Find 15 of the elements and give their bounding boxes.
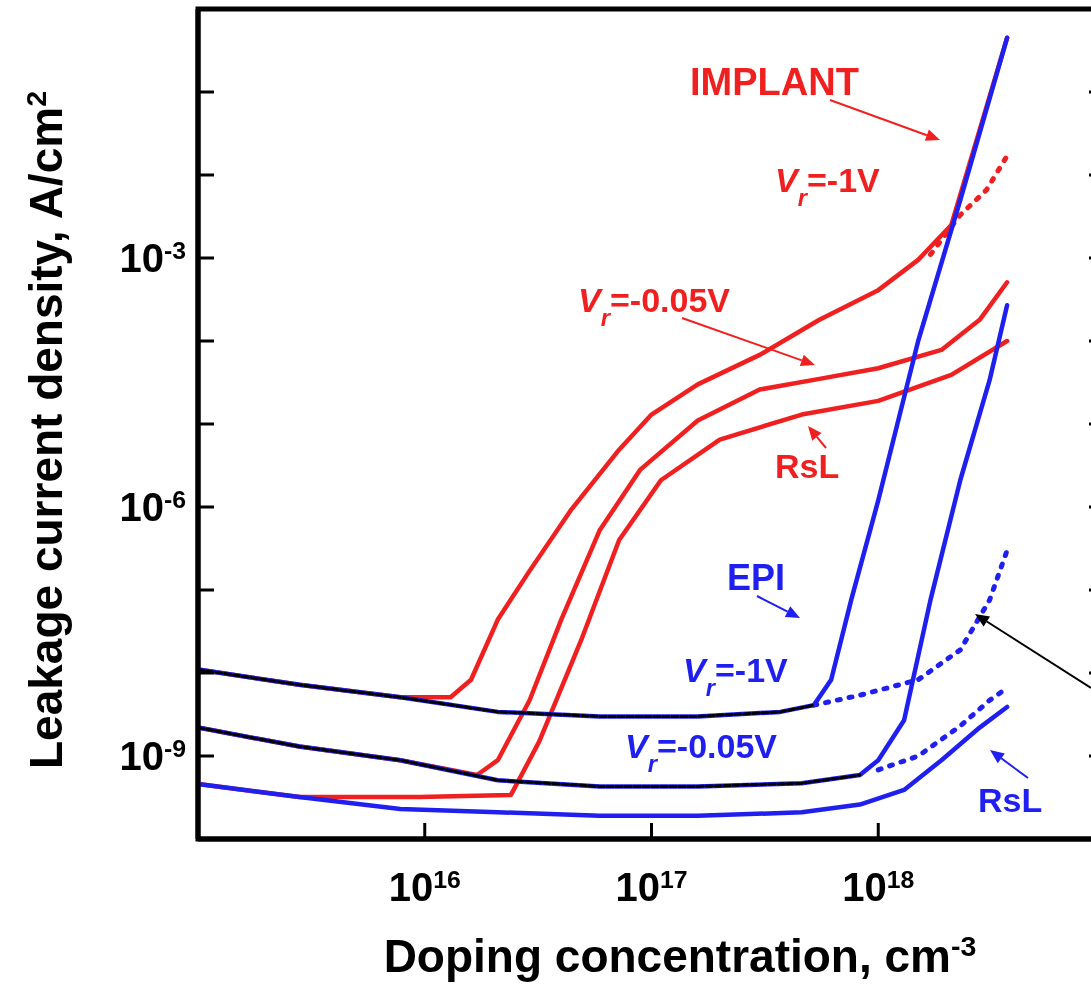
x-tick-label: 10$^{17}$ [615, 865, 688, 909]
y-tick-label: 10$^{-9}$ [119, 734, 186, 778]
annotation: IMPLANT [690, 61, 859, 103]
annotation: V$_{r}$=-1V [683, 651, 789, 701]
annotation: V$_{r}$=-0.05V [625, 727, 778, 777]
y-tick-label: 10$^{-6}$ [119, 485, 186, 529]
x-tick-label: 10$^{16}$ [388, 865, 461, 909]
annotation: V$_{r}$=-0.05V [578, 281, 731, 331]
annotation: V$_{r}$=-1V [775, 161, 881, 211]
annotation: EPI [727, 557, 786, 598]
annotation: RsL [978, 781, 1043, 819]
x-tick-label: 10$^{18}$ [842, 865, 915, 909]
y-tick-label: 10$^{-3}$ [119, 236, 186, 280]
annotation: RsL [775, 447, 840, 485]
x-axis-title: Doping concentration, cm$^{-3}$ [383, 930, 977, 982]
